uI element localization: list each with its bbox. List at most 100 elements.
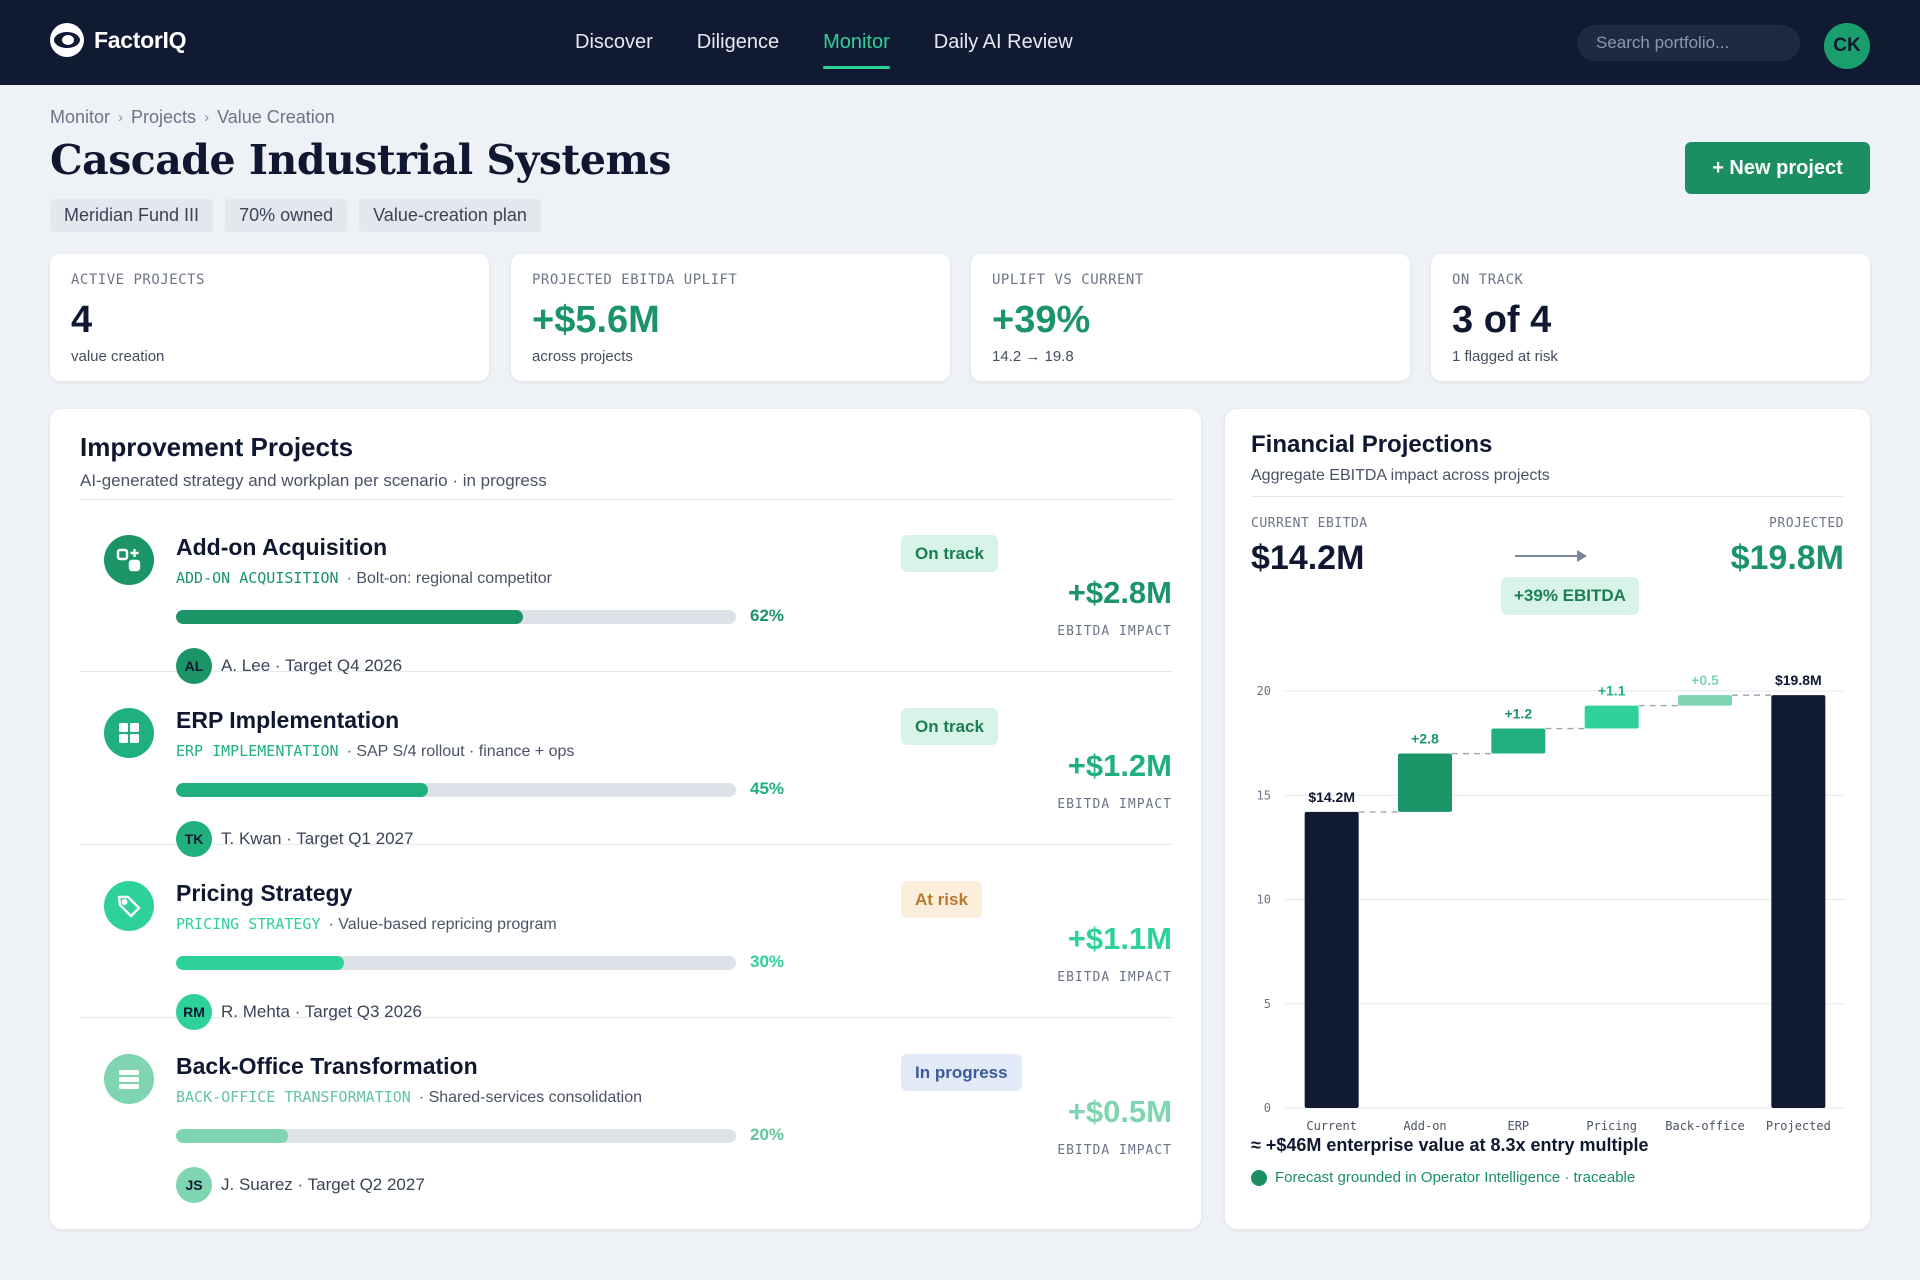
- x-tick-label: Projected: [1766, 1119, 1831, 1133]
- project-meta: BACK-OFFICE TRANSFORMATION · Shared-servi…: [176, 1088, 642, 1107]
- kpi-label: PROJECTED EBITDA UPLIFT: [532, 272, 738, 288]
- impact-value: +$1.1M: [1067, 921, 1172, 956]
- brand-name: FactorIQ: [94, 26, 187, 53]
- project-code: ADD-ON ACQUISITION: [176, 569, 339, 587]
- impact-label: EBITDA IMPACT: [1057, 1143, 1172, 1158]
- uplift-pill: +39% EBITDA: [1501, 577, 1639, 615]
- user-avatar[interactable]: CK: [1824, 23, 1870, 69]
- breadcrumb-separator: ›: [204, 109, 210, 126]
- progress-percent: 30%: [750, 952, 785, 971]
- project-description: · Bolt-on: regional competitor: [346, 570, 552, 587]
- project-row[interactable]: Add-on Acquisition ADD-ON ACQUISITION · B…: [80, 500, 1172, 684]
- breadcrumb-value-creation[interactable]: Value Creation: [217, 107, 335, 127]
- project-row[interactable]: ERP Implementation ERP IMPLEMENTATION · S…: [80, 673, 1172, 857]
- owner-target: R. Mehta · Target Q3 2026: [221, 1002, 422, 1021]
- owner-avatar: JS: [176, 1167, 212, 1203]
- panel-title: Financial Projections: [1251, 431, 1493, 458]
- enterprise-value-note: ≈ +$46M enterprise value at 8.3x entry m…: [1251, 1135, 1649, 1155]
- financial-projections-panel: Financial Projections Aggregate EBITDA i…: [1225, 409, 1870, 1229]
- tag-ownership: 70% owned: [225, 199, 348, 232]
- x-tick-label: Pricing: [1586, 1119, 1637, 1133]
- bar-data-label: +2.8: [1411, 731, 1439, 747]
- impact-value: +$2.8M: [1067, 575, 1172, 610]
- projects-header: Improvement Projects AI-generated strate…: [80, 432, 1172, 491]
- breadcrumb-monitor[interactable]: Monitor: [50, 107, 111, 127]
- panel-title: Improvement Projects: [80, 432, 354, 462]
- kpi-sub: 14.2 → 19.8: [992, 348, 1074, 365]
- tag-plan: Value-creation plan: [359, 199, 541, 232]
- waterfall-bar: [1304, 811, 1359, 1108]
- project-name[interactable]: ERP Implementation: [176, 707, 400, 733]
- improvement-projects-panel: Improvement Projects AI-generated strate…: [50, 409, 1201, 1229]
- project-name[interactable]: Add-on Acquisition: [176, 534, 388, 560]
- project-description: · Shared-services consolidation: [418, 1089, 643, 1106]
- projected-label: PROJECTED: [1769, 516, 1844, 531]
- impact-label: EBITDA IMPACT: [1057, 970, 1172, 985]
- progress-bar: [176, 956, 736, 970]
- project-meta: ERP IMPLEMENTATION · SAP S/4 rollout · fi…: [176, 742, 574, 761]
- impact-label: EBITDA IMPACT: [1057, 797, 1172, 812]
- waterfall-bar: [1584, 705, 1639, 729]
- progress-fill: [176, 610, 524, 624]
- kpi-value: +39%: [992, 299, 1091, 341]
- search-input[interactable]: [1577, 25, 1800, 61]
- project-row[interactable]: Pricing Strategy PRICING STRATEGY · Value…: [80, 846, 1172, 1030]
- kpi-value: 3 of 4: [1452, 299, 1552, 341]
- status-badge: At risk: [901, 881, 982, 918]
- owner-avatar: AL: [176, 648, 212, 684]
- brand[interactable]: FactorIQ: [50, 23, 186, 57]
- grid-icon: [104, 708, 154, 758]
- impact-value: +$1.2M: [1067, 748, 1172, 783]
- nav-link-diligence[interactable]: Diligence: [696, 31, 780, 53]
- project-description: · SAP S/4 rollout · finance + ops: [346, 743, 575, 760]
- breadcrumb: Monitor › Projects › Value Creation: [50, 107, 335, 129]
- project-row[interactable]: Back-Office Transformation BACK-OFFICE T…: [80, 1019, 1172, 1203]
- x-tick-label: Add-on: [1403, 1119, 1446, 1133]
- kpi-card-uplift-vs-current: UPLIFT VS CURRENT +39% 14.2 → 19.8: [971, 254, 1410, 381]
- progress-percent: 20%: [750, 1125, 785, 1144]
- breadcrumb-projects[interactable]: Projects: [131, 107, 197, 127]
- progress-bar: [176, 783, 736, 797]
- divider: [1251, 496, 1843, 497]
- price-tag-icon: [104, 881, 154, 931]
- brand-logo-icon: [50, 23, 84, 57]
- x-tick-label: ERP: [1507, 1119, 1529, 1133]
- progress-bar: [176, 610, 736, 624]
- kpi-label: UPLIFT VS CURRENT: [992, 272, 1144, 288]
- breadcrumb-separator: ›: [118, 109, 124, 126]
- owner-avatar: RM: [176, 994, 212, 1030]
- bar-data-label: +1.2: [1505, 706, 1533, 722]
- kpi-card-active-projects: ACTIVE PROJECTS 4 value creation: [50, 254, 489, 381]
- owner-avatar: TK: [176, 821, 212, 857]
- divider: [80, 499, 1172, 500]
- status-badge: On track: [901, 708, 998, 745]
- panel-subtitle: AI-generated strategy and workplan per s…: [80, 471, 547, 490]
- projected-ebitda-value: $19.8M: [1730, 539, 1844, 577]
- bar-data-label: +1.1: [1598, 683, 1626, 699]
- waterfall-bar: [1398, 753, 1452, 812]
- progress-bar: [176, 1129, 736, 1143]
- y-tick-label: 10: [1257, 893, 1271, 907]
- status-dot-icon: [1251, 1169, 1267, 1186]
- arrow-right-icon: [1515, 550, 1587, 562]
- bar-data-label: +0.5: [1691, 672, 1719, 688]
- project-code: ERP IMPLEMENTATION: [176, 742, 339, 760]
- kpi-label: ACTIVE PROJECTS: [71, 272, 205, 288]
- kpi-value: +$5.6M: [532, 299, 660, 341]
- owner-target: T. Kwan · Target Q1 2027: [221, 829, 414, 848]
- project-name[interactable]: Pricing Strategy: [176, 880, 353, 906]
- nav-link-daily-ai-review[interactable]: Daily AI Review: [933, 31, 1073, 53]
- nav-links: Discover Diligence Monitor Daily AI Revi…: [575, 0, 1073, 85]
- traceability-note: Forecast grounded in Operator Intelligen…: [1251, 1169, 1635, 1186]
- owner-target: A. Lee · Target Q4 2026: [221, 656, 403, 675]
- nav-link-monitor[interactable]: Monitor: [823, 0, 890, 85]
- traceability-text: Forecast grounded in Operator Intelligen…: [1275, 1169, 1636, 1186]
- kpi-label: ON TRACK: [1452, 272, 1524, 288]
- impact-value: +$0.5M: [1067, 1094, 1172, 1129]
- project-name[interactable]: Back-Office Transformation: [176, 1053, 478, 1079]
- nav-link-discover[interactable]: Discover: [575, 31, 653, 53]
- progress-fill: [176, 783, 428, 797]
- new-project-button[interactable]: + New project: [1685, 142, 1870, 194]
- stack-icon: [104, 1054, 154, 1104]
- y-tick-label: 5: [1264, 997, 1271, 1011]
